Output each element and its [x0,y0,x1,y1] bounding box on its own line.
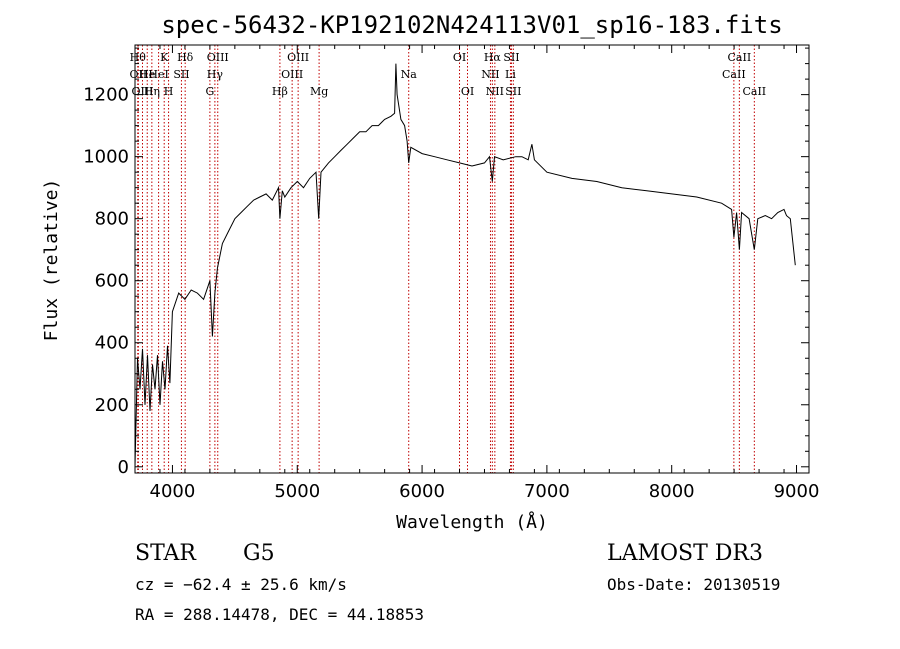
line-label-14: OIII [281,68,303,81]
line-label-16: Mg [310,85,328,98]
y-tick-label-6: 1200 [83,85,129,106]
survey-name: LAMOST DR3 [607,541,763,566]
x-tick-label-0: 4000 [150,481,196,502]
line-label-3: He [139,68,155,81]
y-tick-label-2: 400 [95,333,129,354]
line-label-20: NII [481,68,499,81]
line-label-22: NII [486,85,504,98]
y-tick-label-0: 0 [118,457,129,478]
line-label-17: Na [401,68,418,81]
line-label-21: Hα [484,51,502,64]
line-label-13: Hβ [272,85,288,98]
chart-title: spec-56432-KP192102N424113V01_sp16-183.f… [161,11,782,39]
redshift-text: cz = −62.4 ± 25.6 km/s [135,575,347,594]
y-tick-label-1: 200 [95,395,129,416]
line-label-15: OIII [287,51,309,64]
line-label-19: OI [461,85,474,98]
line-label-9: Hδ [177,51,194,64]
y-axis-ticks: 0 200 400 600 800 1000 1200 [83,47,809,478]
x-tick-label-1: 5000 [274,481,320,502]
spectrum-line [134,63,796,467]
line-label-12: OIII [207,51,229,64]
line-label-28: CaII [742,85,766,98]
line-label-18: OI [453,51,466,64]
line-label-1: OII [130,68,148,81]
x-tick-label-4: 8000 [649,481,695,502]
line-label-24: SII [503,51,519,64]
y-tick-label-5: 1000 [83,147,129,168]
line-label-8: SII [173,68,189,81]
line-label-0: Hθ [130,51,147,64]
y-tick-label-3: 600 [95,271,129,292]
line-label-26: CaII [722,68,746,81]
line-label-23: Li [505,68,516,81]
coordinates: RA = 288.14478, DEC = 44.18853 [135,605,424,624]
line-label-11: Hγ [207,68,224,81]
spectral-line-markers [137,45,755,473]
object-type: STAR [135,541,197,566]
spectral-line-labels: HθOIIOIIIHeHηHeIKHSIIHδGHγOIIIHβOIIIOIII… [130,51,767,98]
x-tick-label-3: 7000 [524,481,570,502]
line-label-6: K [160,51,169,64]
line-label-5: HeI [148,68,168,81]
obs-date: Obs-Date: 20130519 [607,575,780,594]
x-tick-label-5: 9000 [774,481,820,502]
x-axis-ticks: 4000 5000 6000 7000 8000 9000 [134,45,820,502]
line-label-10: G [205,85,214,98]
plot-frame [134,44,810,474]
line-label-27: CaII [728,51,752,64]
y-tick-label-4: 800 [95,209,129,230]
x-tick-label-2: 6000 [399,481,445,502]
line-label-25: SII [505,85,521,98]
line-label-4: Hη [144,85,160,98]
x-axis-label: Wavelength (Å) [396,511,548,533]
object-subclass: G5 [243,541,275,566]
line-label-7: H [164,85,174,98]
y-axis-label: Flux (relative) [41,179,62,342]
